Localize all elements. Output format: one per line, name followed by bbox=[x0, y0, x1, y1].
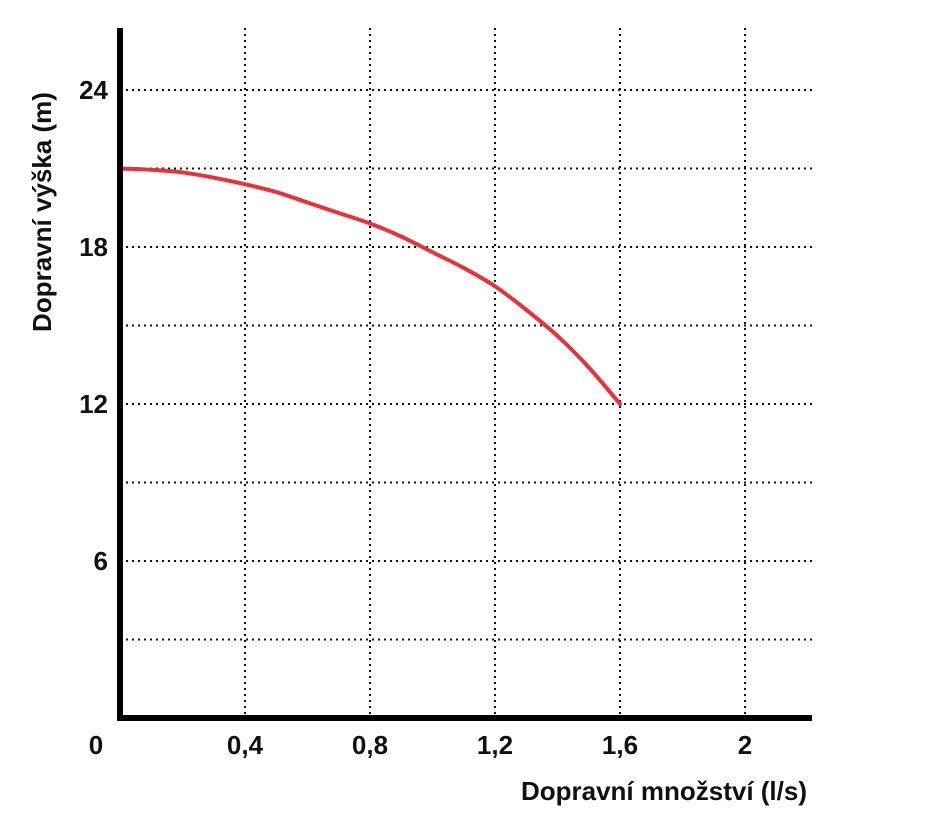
x-axis-title: Dopravní množství (l/s) bbox=[521, 776, 807, 806]
series-layer bbox=[118, 166, 622, 406]
x-tick-label: 2 bbox=[738, 730, 752, 760]
y-tick-label: 12 bbox=[79, 389, 108, 419]
x-tick-label: 0,8 bbox=[352, 730, 388, 760]
x-tick-labels: 0 0,4 0,8 1,2 1,6 2 bbox=[89, 730, 752, 760]
x-tick-label: 1,2 bbox=[477, 730, 513, 760]
x-tick-label: 1,6 bbox=[602, 730, 638, 760]
y-tick-label: 6 bbox=[94, 546, 108, 576]
y-tick-label: 24 bbox=[79, 75, 108, 105]
x-tick-label: 0,4 bbox=[227, 730, 264, 760]
y-tick-labels: 6 12 18 24 bbox=[79, 75, 108, 576]
series-line bbox=[118, 166, 622, 406]
y-axis-title: Dopravní výška (m) bbox=[27, 92, 57, 332]
x-tick-label: 0 bbox=[89, 730, 103, 760]
y-tick-label: 18 bbox=[79, 232, 108, 262]
grid-lines bbox=[120, 28, 812, 718]
